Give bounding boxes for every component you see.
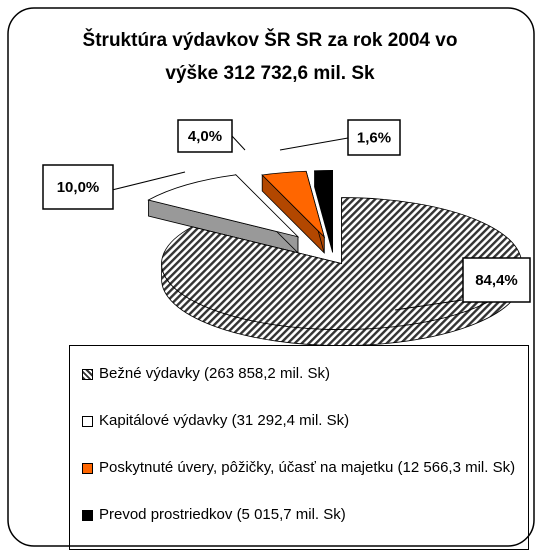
legend-item: Prevod prostriedkov (5 015,7 mil. Sk) [82, 505, 522, 525]
legend-label: Kapitálové výdavky (31 292,4 mil. Sk) [99, 412, 350, 429]
slice-top [261, 170, 326, 239]
chart-title: Štruktúra výdavkov ŠR SR za rok 2004 vo … [82, 30, 458, 84]
data-label: 1,6% [357, 129, 391, 146]
legend-item: Poskytnuté úvery, pôžičky, účasť na maje… [82, 458, 522, 478]
pie-slice [161, 197, 522, 346]
legend-item: Bežné výdavky (263 858,2 mil. Sk) [82, 364, 522, 384]
label-box [177, 119, 233, 153]
pie-slice [147, 173, 300, 254]
leader-line [394, 299, 463, 311]
pie-slice [261, 170, 326, 254]
legend-label: Prevod prostriedkov (5 015,7 mil. Sk) [99, 506, 346, 523]
data-label: 10,0% [57, 179, 100, 196]
label-box [347, 119, 401, 156]
slice-top [147, 174, 300, 238]
leader-line [111, 171, 186, 191]
pie-slice [314, 170, 333, 253]
legend-swatch [82, 369, 93, 380]
legend-swatch [82, 416, 93, 427]
legend-swatch [82, 463, 93, 474]
label-box [462, 257, 531, 303]
leader-line [231, 135, 246, 151]
legend: Bežné výdavky (263 858,2 mil. Sk) Kapitál… [69, 345, 529, 550]
legend-label: Bežné výdavky (263 858,2 mil. Sk) [99, 365, 330, 382]
data-label: 4,0% [188, 128, 222, 145]
legend-item: Kapitálové výdavky (31 292,4 mil. Sk) [82, 411, 522, 431]
slice-top [314, 170, 333, 237]
leader-line [279, 137, 349, 151]
legend-label: Poskytnuté úvery, pôžičky, účasť na maje… [99, 459, 516, 476]
label-box [42, 164, 114, 210]
legend-swatch [82, 510, 93, 521]
data-label: 84,4% [475, 272, 518, 289]
slice-top [161, 197, 522, 330]
